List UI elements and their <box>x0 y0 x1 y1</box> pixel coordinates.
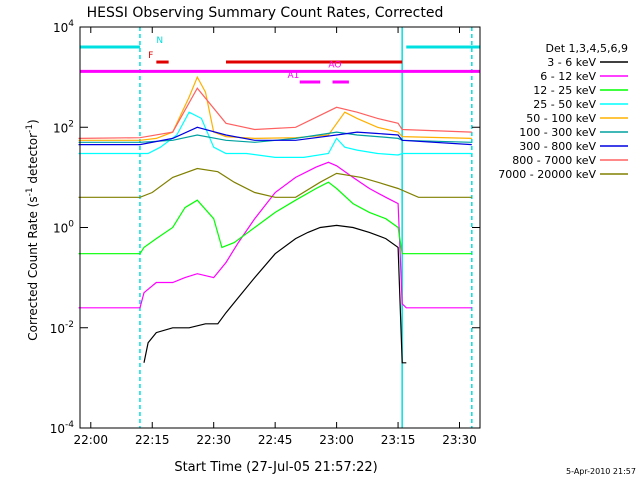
y-tick-labels: 10-4 10-2 100 102 104 <box>50 19 480 436</box>
series-line-50-100-kev <box>78 75 472 141</box>
y-tick-label: 100 <box>53 220 74 236</box>
legend-item-label: 50 - 100 keV <box>526 112 596 125</box>
flag-label-f: F <box>148 51 153 61</box>
legend-item-label: 25 - 50 keV <box>533 98 596 111</box>
legend-item-label: 12 - 25 keV <box>533 84 596 97</box>
series-line-300-800-kev <box>78 126 472 146</box>
flag-label-ao: AO <box>328 60 341 70</box>
x-tick-label: 22:00 <box>73 433 108 447</box>
y-axis-label-sup1: -1 <box>25 187 35 196</box>
x-tick-label: 22:45 <box>258 433 293 447</box>
legend-title: Det 1,3,4,5,6,9 <box>545 42 628 55</box>
y-tick-label: 10-2 <box>50 320 74 336</box>
chart-title: HESSI Observing Summary Count Rates, Cor… <box>87 5 444 21</box>
series-line-3-6-kev <box>143 224 407 364</box>
legend-item-label: 800 - 7000 keV <box>512 154 596 167</box>
y-axis-label: Corrected Count Rate (s-1 detector-1) <box>25 119 40 340</box>
series-line-6-12-kev <box>78 161 472 309</box>
y-tick-label: 10-4 <box>50 420 75 436</box>
y-tick-label: 102 <box>53 119 74 135</box>
legend-item-label: 7000 - 20000 keV <box>498 168 596 181</box>
legend-item-label: 3 - 6 keV <box>547 56 596 69</box>
footer-timestamp: 5-Apr-2010 21:57 <box>566 467 636 476</box>
x-tick-label: 23:00 <box>319 433 354 447</box>
x-tick-label: 23:15 <box>381 433 416 447</box>
series-line-7000-20000-kev <box>78 167 472 198</box>
plot-frame <box>79 26 481 429</box>
axes <box>79 26 481 429</box>
y-axis-label-part1: Corrected Count Rate (s <box>26 196 40 340</box>
x-axis-label: Start Time (27-Jul-05 21:57:22) <box>174 460 377 475</box>
flag-label-n: N <box>156 36 163 46</box>
series-line-800-7000-kev <box>78 87 472 139</box>
y-axis-label-sup2: -1 <box>25 124 35 133</box>
legend-item-label: 6 - 12 keV <box>540 70 596 83</box>
series-line-12-25-kev <box>78 181 472 255</box>
legend-item-label: 100 - 300 keV <box>519 126 596 139</box>
x-tick-label: 22:30 <box>196 433 231 447</box>
flag-label-a1: A1 <box>287 71 299 81</box>
y-tick-label: 104 <box>53 19 74 35</box>
y-axis-label-part3: ) <box>26 119 40 124</box>
series-layer <box>78 75 472 364</box>
x-tick-label: 23:30 <box>442 433 477 447</box>
legend-item-label: 300 - 800 keV <box>519 140 596 153</box>
x-tick-labels: 22:00 22:15 22:30 22:45 23:00 23:15 23:30 <box>73 27 477 447</box>
y-axis-label-part2: detector <box>26 133 40 188</box>
x-tick-label: 22:15 <box>135 433 170 447</box>
flag-bars: NF AO A1 <box>80 27 480 428</box>
series-line-100-300-kev <box>78 131 472 143</box>
series-line-25-50-kev <box>78 111 472 158</box>
